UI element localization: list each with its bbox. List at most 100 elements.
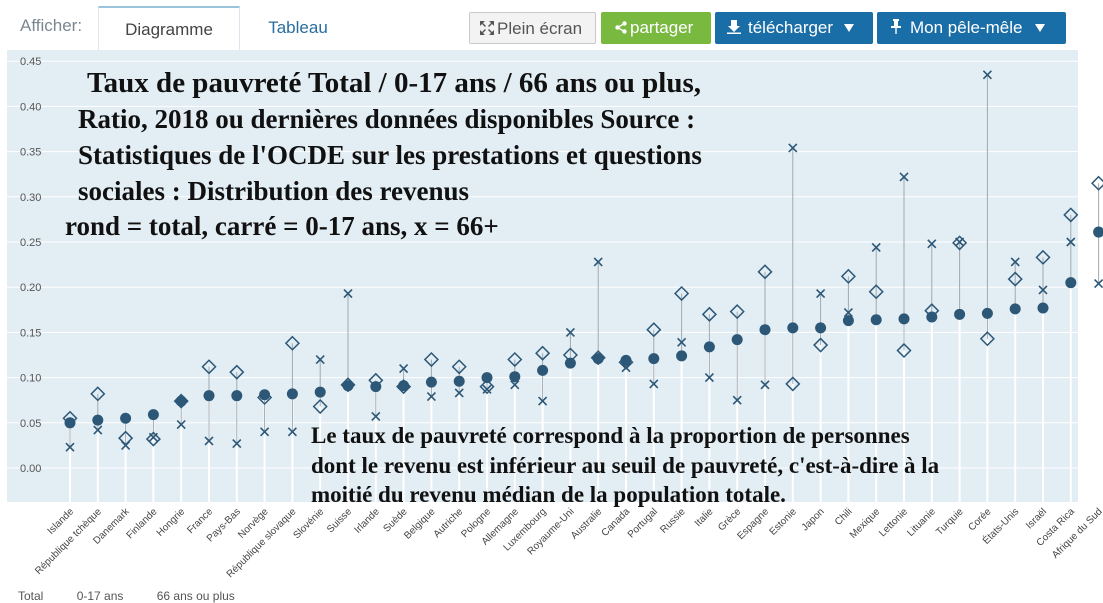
overlay-title-line: Statistiques de l'OCDE sur les prestatio… <box>78 140 702 170</box>
marker-66-plus <box>260 427 270 437</box>
marker-66-plus <box>982 70 992 80</box>
marker-0-17-ans <box>757 264 773 280</box>
overlay-note-line: moitié du revenu médian de la population… <box>311 482 786 507</box>
marker-66-plus <box>760 380 770 390</box>
y-tick-label: 0.40 <box>20 101 41 113</box>
y-tick-label: 0.30 <box>20 192 41 204</box>
marker-66-plus <box>649 379 659 389</box>
marker-total <box>64 417 76 429</box>
marker-0-17-ans <box>785 376 801 392</box>
marker-66-plus <box>482 384 492 394</box>
marker-66-plus <box>677 337 687 347</box>
x-tick-label: Mexique <box>848 506 883 541</box>
marker-total <box>815 322 827 334</box>
x-tick-label: Finlande <box>125 506 160 541</box>
marker-0-17-ans <box>868 284 884 300</box>
x-tick-label: Turquie <box>934 506 966 538</box>
marker-0-17-ans <box>201 359 217 375</box>
x-tick-label: Russie <box>658 506 688 536</box>
marker-0-17-ans <box>535 345 551 361</box>
marker-0-17-ans <box>1063 207 1079 223</box>
marker-total <box>759 324 771 336</box>
marker-66-plus <box>399 363 409 374</box>
marker-total <box>481 372 493 384</box>
marker-total <box>398 380 410 392</box>
legend-item-children[interactable]: 0-17 ans <box>76 589 124 603</box>
marker-total <box>676 350 688 362</box>
marker-0-17-ans <box>729 304 745 320</box>
marker-66-plus <box>148 432 158 442</box>
overlay-note-line: dont le revenu est inférieur au seuil de… <box>311 453 940 478</box>
marker-0-17-ans <box>701 306 717 322</box>
marker-total <box>92 414 104 426</box>
fullscreen-button[interactable]: Plein écran <box>469 12 596 44</box>
marker-0-17-ans <box>1035 249 1051 265</box>
marker-0-17-ans <box>952 235 968 251</box>
pin-icon <box>891 19 901 34</box>
marker-0-17-ans <box>1091 175 1103 191</box>
marker-total <box>731 334 743 346</box>
marker-0-17-ans <box>1007 271 1023 287</box>
marker-total <box>425 376 437 388</box>
marker-0-17-ans <box>312 398 328 415</box>
mix-label: Mon pêle-mêle <box>910 18 1023 37</box>
marker-66-plus <box>343 288 353 299</box>
marker-66-plus <box>538 396 548 406</box>
marker-total <box>842 315 854 327</box>
caret-down-icon <box>1035 24 1046 32</box>
toolbar: Afficher: Diagramme Tableau Plein écran … <box>0 0 1103 52</box>
x-tick-label: Lituanie <box>905 506 938 539</box>
download-button[interactable]: télécharger <box>715 12 873 44</box>
marker-66-plus <box>704 373 714 383</box>
display-label: Afficher: <box>20 16 83 35</box>
marker-total <box>203 390 215 402</box>
marker-0-17-ans <box>840 268 856 284</box>
mix-button[interactable]: Mon pêle-mêle <box>877 12 1066 44</box>
y-tick-label: 0.05 <box>20 418 41 430</box>
marker-total <box>564 357 576 369</box>
overlay-note-line: Le taux de pauvreté correspond à la prop… <box>311 423 910 448</box>
share-label: partager <box>630 18 694 37</box>
x-tick-label: Espagne <box>735 506 771 542</box>
x-tick-label: Hongrie <box>155 506 188 539</box>
marker-0-17-ans <box>284 335 300 351</box>
marker-0-17-ans <box>896 342 912 359</box>
marker-66-plus <box>287 427 297 437</box>
x-tick-label: Suisse <box>325 506 354 535</box>
marker-66-plus <box>176 420 186 430</box>
marker-total <box>926 311 938 323</box>
tab-diagramme[interactable]: Diagramme <box>98 6 240 52</box>
x-tick-label: Italie <box>693 506 716 529</box>
x-tick-label: Autriche <box>432 506 466 540</box>
marker-66-plus <box>426 392 436 402</box>
y-tick-label: 0.45 <box>20 56 41 68</box>
marker-total <box>592 353 604 365</box>
share-button[interactable]: partager <box>601 12 711 44</box>
overlay-title-line: sociales : Distribution des revenus <box>78 176 470 206</box>
marker-66-plus <box>510 380 520 390</box>
marker-0-17-ans <box>674 285 690 302</box>
marker-total <box>1009 303 1021 315</box>
legend-item-total[interactable]: Total <box>18 589 44 603</box>
marker-0-17-ans <box>229 364 245 380</box>
marker-total <box>537 364 549 376</box>
marker-0-17-ans <box>479 379 495 395</box>
y-tick-label: 0.35 <box>20 147 41 159</box>
download-label: télécharger <box>748 18 834 37</box>
marker-total <box>1093 226 1103 238</box>
x-tick-label: Irlande <box>353 506 383 536</box>
legend-item-elderly[interactable]: 66 ans ou plus <box>156 589 235 603</box>
chart-legend: Total 0-17 ans 66 ans ou plus <box>18 589 265 603</box>
y-tick-label: 0.25 <box>20 237 41 249</box>
x-tick-label: Portugal <box>626 506 660 540</box>
marker-total <box>870 314 882 326</box>
marker-0-17-ans <box>145 431 161 447</box>
marker-66-plus <box>788 143 798 153</box>
tab-tableau[interactable]: Tableau <box>268 18 328 37</box>
marker-66-plus <box>732 395 742 405</box>
marker-66-plus <box>121 440 131 450</box>
marker-66-plus <box>232 439 242 449</box>
marker-66-plus <box>1038 285 1048 295</box>
marker-total <box>1037 302 1049 314</box>
marker-total <box>370 381 382 393</box>
